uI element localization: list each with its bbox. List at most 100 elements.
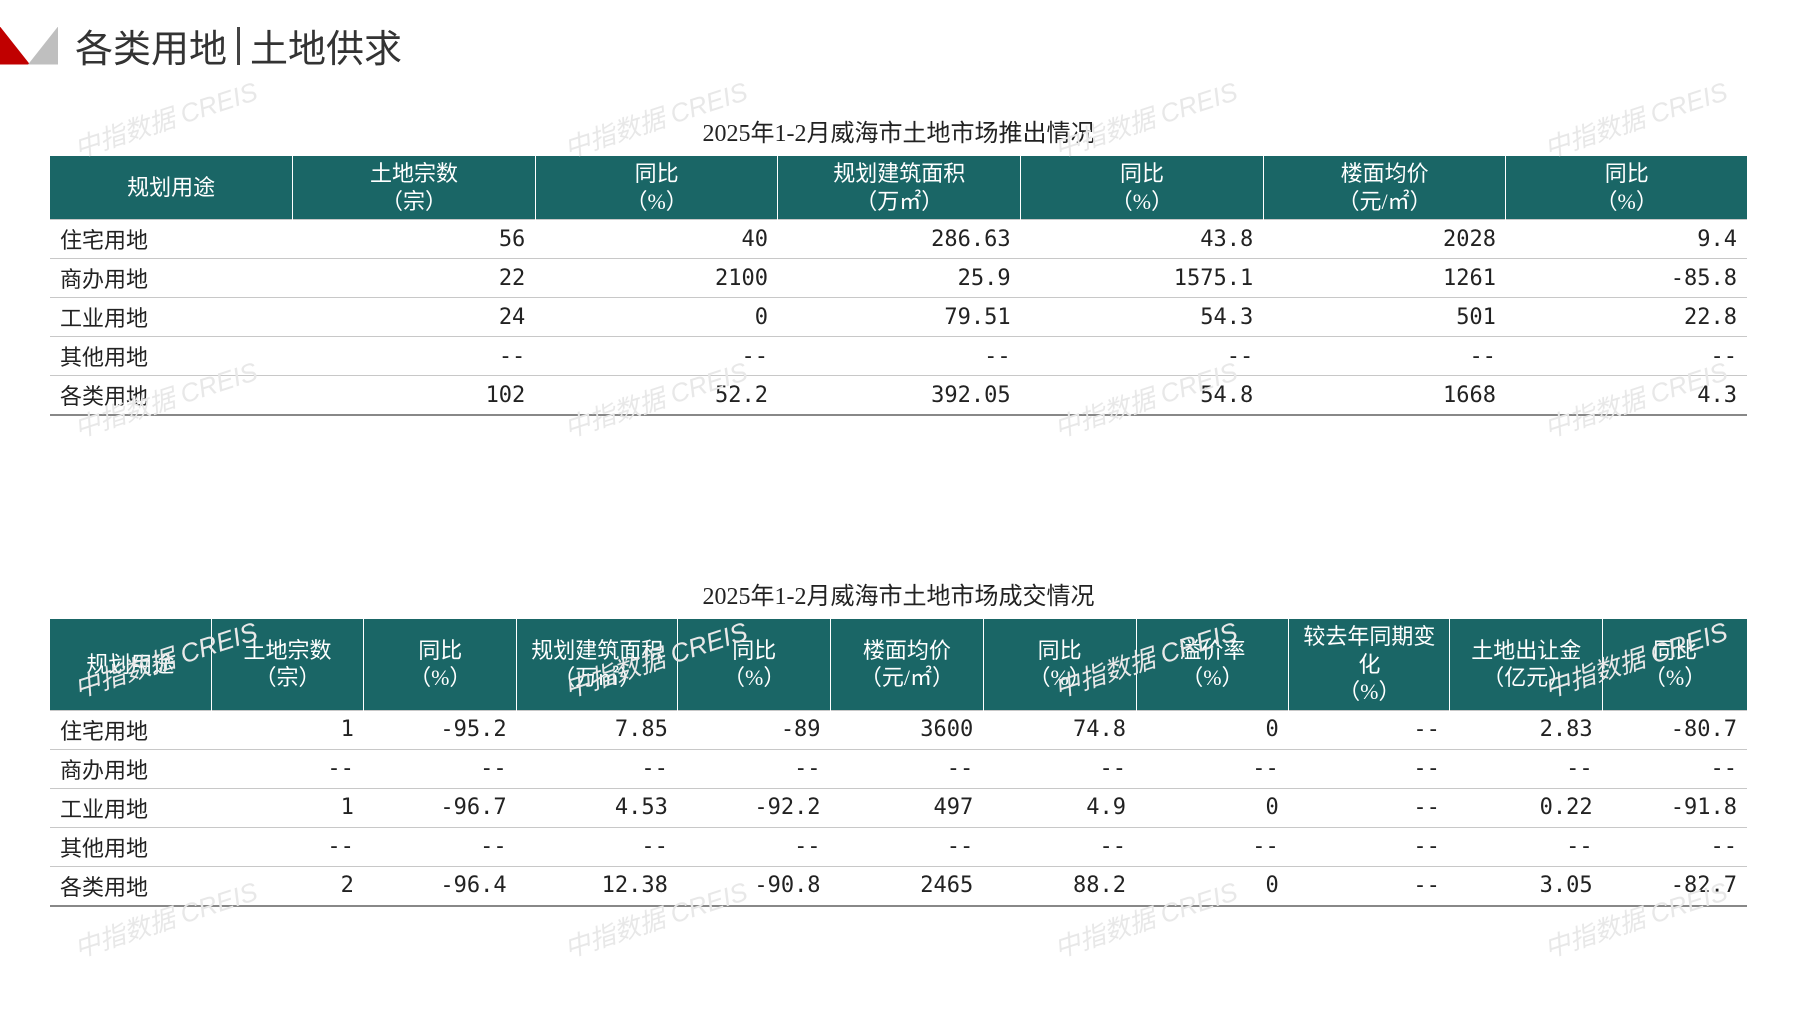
table-cell: -- [983,749,1136,788]
row-label-cell: 各类用地 [50,866,211,906]
table-cell: -- [1289,749,1450,788]
table-cell: 54.8 [1021,376,1264,416]
table1-block: 2025年1-2月威海市土地市场推出情况 规划用途土地宗数（宗）同比（%）规划建… [50,113,1747,416]
table-row: 各类用地2-96.412.38-90.8246588.20--3.05-82.7 [50,866,1747,906]
row-label-cell: 住宅用地 [50,220,293,259]
table-header-cell: 较去年同期变化（%） [1289,619,1450,710]
table-row: 住宅用地1-95.27.85-89360074.80--2.83-80.7 [50,710,1747,749]
table1-tbody: 住宅用地5640286.6343.820289.4商办用地22210025.91… [50,220,1747,416]
table-cell: 2 [211,866,364,906]
table-cell: 2.83 [1450,710,1603,749]
table-cell: -- [1136,749,1289,788]
table-cell: -91.8 [1603,788,1747,827]
table-cell: 1 [211,710,364,749]
table-cell: 43.8 [1021,220,1264,259]
table-cell: -- [535,337,778,376]
table-cell: -- [1603,749,1747,788]
table-header-cell: 同比（%） [678,619,831,710]
table-cell: -- [1263,337,1506,376]
table-cell: -- [1603,827,1747,866]
table1: 规划用途土地宗数（宗）同比（%）规划建筑面积（万㎡）同比（%）楼面均价（元/㎡）… [50,156,1747,416]
row-label-cell: 其他用地 [50,827,211,866]
table-cell: -96.4 [364,866,517,906]
logo-icon [0,27,60,65]
table2-block: 2025年1-2月威海市土地市场成交情况 规划用途土地宗数（宗）同比（%）规划建… [50,576,1747,907]
title-right: 土地供求 [250,18,402,73]
table-cell: 1575.1 [1021,259,1264,298]
table-cell: 392.05 [778,376,1021,416]
table-cell: 22.8 [1506,298,1747,337]
table-cell: 79.51 [778,298,1021,337]
table-cell: 501 [1263,298,1506,337]
table-header-cell: 土地出让金（亿元） [1450,619,1603,710]
table-header-cell: 同比（%） [1603,619,1747,710]
table-cell: 4.53 [517,788,678,827]
title-separator [237,27,240,65]
table-row: 住宅用地5640286.6343.820289.4 [50,220,1747,259]
table-cell: 9.4 [1506,220,1747,259]
table-cell: 7.85 [517,710,678,749]
table-cell: 0 [1136,710,1289,749]
table-cell: -- [1289,827,1450,866]
table-header-cell: 楼面均价（元/㎡） [831,619,984,710]
table-row: 其他用地-------------------- [50,827,1747,866]
table-cell: -- [364,749,517,788]
row-label-cell: 各类用地 [50,376,293,416]
table-cell: 40 [535,220,778,259]
table-row: 其他用地------------ [50,337,1747,376]
slide-header: 各类用地 土地供求 [0,0,1797,73]
table-header-cell: 规划用途 [50,619,211,710]
table-cell: 25.9 [778,259,1021,298]
table1-thead: 规划用途土地宗数（宗）同比（%）规划建筑面积（万㎡）同比（%）楼面均价（元/㎡）… [50,156,1747,220]
table-cell: 0 [1136,788,1289,827]
content-area: 2025年1-2月威海市土地市场推出情况 规划用途土地宗数（宗）同比（%）规划建… [0,113,1797,907]
table-cell: 3600 [831,710,984,749]
table-cell: -80.7 [1603,710,1747,749]
table1-title: 2025年1-2月威海市土地市场推出情况 [50,113,1747,148]
table-cell: -- [778,337,1021,376]
table-cell: -- [678,749,831,788]
row-label-cell: 住宅用地 [50,710,211,749]
table-cell: -- [293,337,536,376]
table-cell: -- [517,827,678,866]
table-cell: -- [831,749,984,788]
table-header-cell: 同比（%） [1021,156,1264,220]
table-cell: -- [1136,827,1289,866]
table-cell: -- [983,827,1136,866]
table-cell: 1261 [1263,259,1506,298]
table-cell: -96.7 [364,788,517,827]
table-row: 工业用地1-96.74.53-92.24974.90--0.22-91.8 [50,788,1747,827]
table-cell: -90.8 [678,866,831,906]
table-cell: -- [364,827,517,866]
row-label-cell: 商办用地 [50,259,293,298]
table-cell: 88.2 [983,866,1136,906]
table-row: 商办用地22210025.91575.11261-85.8 [50,259,1747,298]
table-cell: -- [678,827,831,866]
table-cell: 24 [293,298,536,337]
table-cell: -- [211,749,364,788]
table-cell: -- [517,749,678,788]
table-cell: -- [211,827,364,866]
table-cell: 286.63 [778,220,1021,259]
title-left: 各类用地 [75,18,227,73]
table-header-cell: 规划建筑面积（万㎡） [517,619,678,710]
table-cell: -95.2 [364,710,517,749]
table-cell: -89 [678,710,831,749]
table-header-cell: 同比（%） [1506,156,1747,220]
table-header-cell: 规划建筑面积（万㎡） [778,156,1021,220]
table-header-cell: 同比（%） [364,619,517,710]
table-cell: -- [1289,710,1450,749]
table-cell: 102 [293,376,536,416]
table-cell: 4.3 [1506,376,1747,416]
table-cell: 2100 [535,259,778,298]
table-cell: -- [1021,337,1264,376]
table-cell: 0 [535,298,778,337]
table-header-cell: 楼面均价（元/㎡） [1263,156,1506,220]
table-cell: 22 [293,259,536,298]
table-header-cell: 规划用途 [50,156,293,220]
table-cell: 74.8 [983,710,1136,749]
logo-grey-triangle [28,27,58,65]
table-row: 各类用地10252.2392.0554.816684.3 [50,376,1747,416]
row-label-cell: 工业用地 [50,788,211,827]
table2: 规划用途土地宗数（宗）同比（%）规划建筑面积（万㎡）同比（%）楼面均价（元/㎡）… [50,619,1747,907]
